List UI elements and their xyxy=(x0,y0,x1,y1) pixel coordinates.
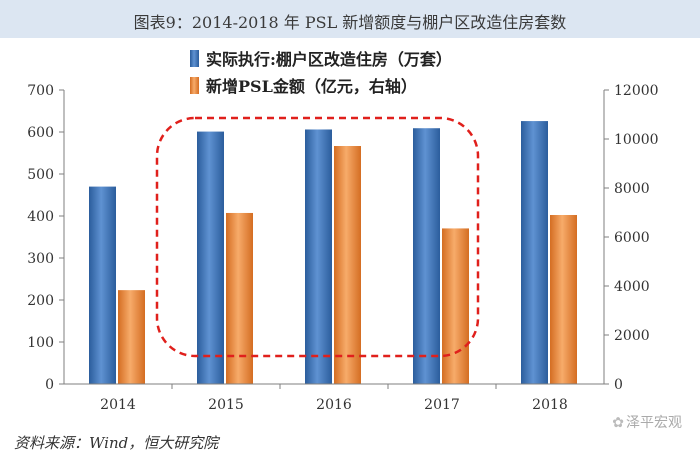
left-tick-label: 600 xyxy=(27,125,54,141)
chart-title-band: 图表9：2014-2018 年 PSL 新增额度与棚户区改造住房套数 xyxy=(0,0,700,38)
watermark: ✿ 泽平宏观 xyxy=(612,412,682,432)
left-tick-label: 700 xyxy=(27,83,54,99)
bar-housing-2015 xyxy=(197,131,224,384)
x-tick-label: 2015 xyxy=(208,397,244,413)
right-tick-label: 2000 xyxy=(614,328,650,344)
right-tick-label: 0 xyxy=(614,377,623,393)
bar-psl-2018 xyxy=(550,214,577,384)
right-tick-label: 12000 xyxy=(614,83,659,99)
bar-housing-2014 xyxy=(89,186,116,384)
bar-psl-2015 xyxy=(226,212,253,384)
source-note: 资料来源：Wind，恒大研究院 xyxy=(14,434,219,452)
bar-psl-2016 xyxy=(334,146,361,384)
right-tick-label: 10000 xyxy=(614,132,659,148)
left-tick-label: 500 xyxy=(27,167,54,183)
bar-housing-2017 xyxy=(413,128,440,384)
legend-label-housing: 实际执行:棚户区改造住房（万套） xyxy=(206,50,452,69)
wechat-icon: ✿ xyxy=(612,415,624,431)
bar-psl-2014 xyxy=(118,290,145,384)
right-tick-label: 6000 xyxy=(614,230,650,246)
x-tick-label: 2014 xyxy=(100,397,136,413)
highlight-box-2015-2017 xyxy=(155,116,480,358)
x-tick-label: 2018 xyxy=(532,397,568,413)
bar-housing-2016 xyxy=(305,129,332,384)
x-tick-label: 2016 xyxy=(316,397,352,413)
left-tick-label: 200 xyxy=(27,293,54,309)
legend-swatch-housing xyxy=(190,50,199,67)
legend-swatch-psl xyxy=(190,77,199,94)
watermark-text: 泽平宏观 xyxy=(626,415,682,431)
left-tick-label: 0 xyxy=(45,377,54,393)
left-tick-label: 100 xyxy=(27,335,54,351)
chart-title: 图表9：2014-2018 年 PSL 新增额度与棚户区改造住房套数 xyxy=(133,13,567,32)
right-tick-label: 8000 xyxy=(614,181,650,197)
bar-psl-2017 xyxy=(442,228,469,384)
legend-label-psl: 新增PSL金额（亿元，右轴） xyxy=(206,77,417,96)
right-tick-label: 4000 xyxy=(614,279,650,295)
left-tick-label: 300 xyxy=(27,251,54,267)
bar-housing-2018 xyxy=(521,121,548,384)
x-tick-label: 2017 xyxy=(424,397,460,413)
chart-svg: 0 100 200 300 400 500 600 700 0 2000 4000 6000 8000 1… xyxy=(27,50,659,413)
left-tick-label: 400 xyxy=(27,209,54,225)
